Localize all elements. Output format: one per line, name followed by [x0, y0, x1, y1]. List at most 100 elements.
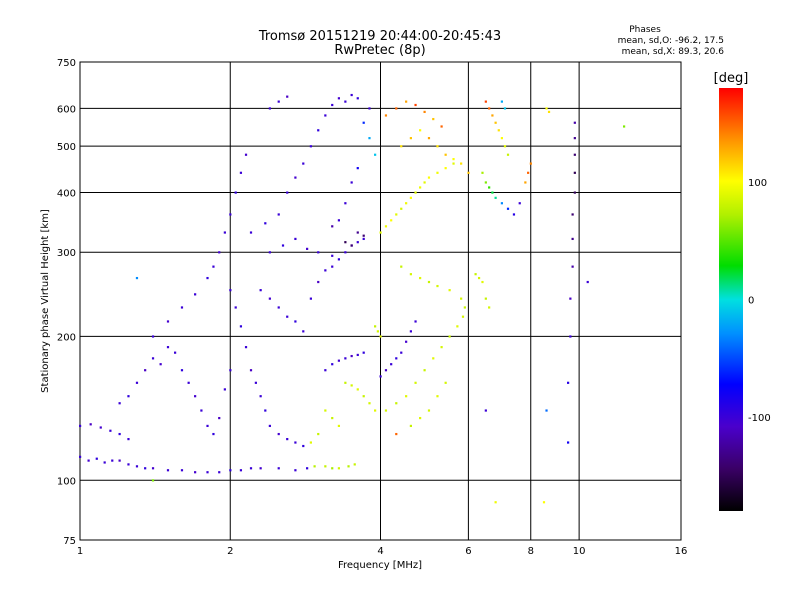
data-point: [264, 222, 267, 225]
data-point: [362, 395, 365, 398]
data-point: [379, 375, 382, 378]
data-point: [206, 424, 209, 428]
data-point: [229, 369, 232, 372]
data-point: [95, 457, 98, 460]
data-point: [344, 357, 347, 360]
data-point: [302, 162, 305, 165]
data-point: [127, 463, 130, 466]
data-point: [488, 186, 491, 189]
data-point: [571, 237, 574, 241]
data-point: [239, 171, 243, 174]
y-axis-label: Stationary phase Virtual Height [km]: [40, 209, 51, 393]
data-point: [206, 471, 209, 474]
data-point: [244, 153, 248, 156]
data-point: [259, 467, 262, 470]
data-point: [427, 176, 431, 179]
data-point: [356, 231, 359, 234]
data-point: [151, 335, 155, 338]
data-point: [500, 137, 504, 140]
data-point: [467, 171, 470, 174]
data-point: [173, 351, 177, 354]
data-point: [103, 461, 106, 464]
data-point: [194, 395, 197, 398]
data-point: [218, 471, 221, 474]
data-point: [400, 145, 403, 148]
data-point: [239, 469, 243, 472]
data-point: [356, 353, 359, 357]
data-point: [573, 137, 576, 140]
data-point: [337, 424, 341, 428]
data-point: [390, 363, 393, 366]
data-point: [79, 424, 82, 428]
data-point: [111, 459, 114, 462]
data-point: [444, 381, 447, 384]
y-axis-ticks: 75 100 200 300 400 500 600 750: [57, 58, 76, 547]
data-point: [89, 423, 92, 426]
data-point: [427, 409, 431, 412]
data-point: [294, 441, 297, 444]
data-point: [569, 297, 572, 300]
data-point: [452, 158, 455, 161]
data-point: [491, 114, 494, 117]
data-point: [306, 247, 309, 250]
data-point: [512, 213, 516, 216]
data-point: [571, 213, 574, 216]
x-tick-label: 2: [227, 546, 233, 557]
data-point: [419, 186, 422, 189]
data-point: [484, 100, 487, 103]
data-point: [259, 289, 262, 292]
data-point: [362, 237, 365, 241]
data-point: [331, 265, 334, 268]
data-point: [268, 424, 271, 428]
x-tick-label: 10: [573, 546, 586, 557]
data-point: [497, 129, 500, 132]
data-point: [419, 129, 422, 132]
data-point: [144, 369, 147, 372]
data-point: [286, 191, 289, 194]
data-point: [277, 213, 280, 216]
data-point: [395, 402, 398, 405]
data-point: [356, 241, 359, 244]
data-point: [135, 465, 139, 468]
data-point: [503, 145, 507, 148]
data-point: [423, 369, 426, 372]
data-point: [234, 306, 237, 309]
data-point: [494, 196, 497, 199]
data-point: [573, 171, 576, 174]
data-point: [374, 325, 377, 328]
data-point: [409, 137, 412, 140]
data-point: [484, 409, 487, 412]
data-point: [567, 441, 570, 444]
data-point: [362, 234, 365, 237]
data-point: [286, 95, 289, 98]
data-point: [362, 121, 365, 124]
data-point: [159, 363, 162, 366]
data-point: [135, 276, 139, 280]
colorbar-tick-label: 100: [748, 178, 767, 189]
data-point: [477, 276, 481, 280]
data-point: [254, 381, 257, 384]
data-point: [463, 306, 466, 309]
data-point: [423, 110, 426, 114]
data-point: [444, 153, 447, 156]
y-tick-label: 200: [57, 332, 76, 343]
data-point: [545, 409, 548, 412]
data-point: [118, 432, 121, 436]
data-point: [474, 273, 477, 276]
y-tick-label: 100: [57, 476, 76, 487]
data-point: [440, 125, 443, 128]
colorbar-tick-label: 0: [748, 296, 754, 307]
data-point: [317, 280, 320, 284]
data-point: [350, 93, 353, 97]
data-point: [337, 219, 341, 222]
colorbar-label: [deg]: [714, 71, 749, 86]
data-point: [374, 153, 377, 156]
data-point: [432, 357, 435, 360]
y-tick-label: 600: [57, 104, 76, 115]
data-point: [324, 269, 327, 272]
data-point: [277, 306, 280, 309]
x-tick-label: 16: [675, 546, 688, 557]
data-point: [542, 501, 546, 504]
data-point: [277, 432, 280, 436]
data-point: [229, 289, 232, 292]
